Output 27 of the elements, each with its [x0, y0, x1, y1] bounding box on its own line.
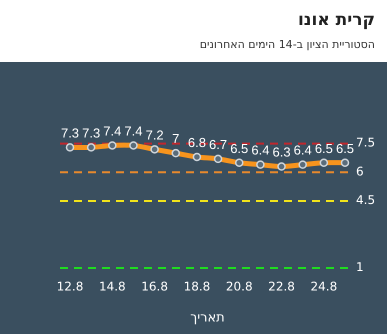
- data-label: 6.5: [336, 140, 354, 156]
- data-label: 6.5: [230, 140, 248, 156]
- x-axis-title: תאריך: [190, 310, 225, 326]
- x-tick-label: 18.8: [184, 279, 210, 294]
- data-label: 6.4: [251, 142, 270, 158]
- ref-line-label: 4.5: [356, 193, 376, 208]
- ref-line-label: 6: [356, 164, 364, 178]
- x-tick-label: 12.8: [56, 279, 84, 294]
- data-label: 7.3: [82, 125, 100, 140]
- data-label: 7.2: [146, 127, 164, 142]
- ref-line-label: 7.5: [356, 136, 376, 150]
- ref-line-label: 1: [356, 260, 364, 274]
- data-label: 7.4: [124, 124, 142, 139]
- data-label: 6.7: [209, 136, 228, 152]
- chart-title: קרית אונו: [296, 9, 375, 30]
- chart-subtitle: הסטוריית הציון ב-14 הימים האחרונים: [198, 38, 375, 51]
- data-label: 6.3: [272, 144, 291, 160]
- x-tick-label: 14.8: [98, 279, 126, 294]
- x-tick-label: 24.8: [310, 279, 338, 294]
- x-tick-label: 20.8: [226, 279, 253, 294]
- data-label: 7.4: [103, 124, 122, 139]
- data-label: 6.4: [294, 142, 312, 158]
- x-tick-label: 16.8: [141, 279, 168, 294]
- data-label: 7.3: [60, 125, 80, 140]
- data-label: 6.5: [314, 140, 333, 156]
- data-label: 7: [172, 131, 180, 146]
- x-tick-label: 22.8: [268, 279, 295, 294]
